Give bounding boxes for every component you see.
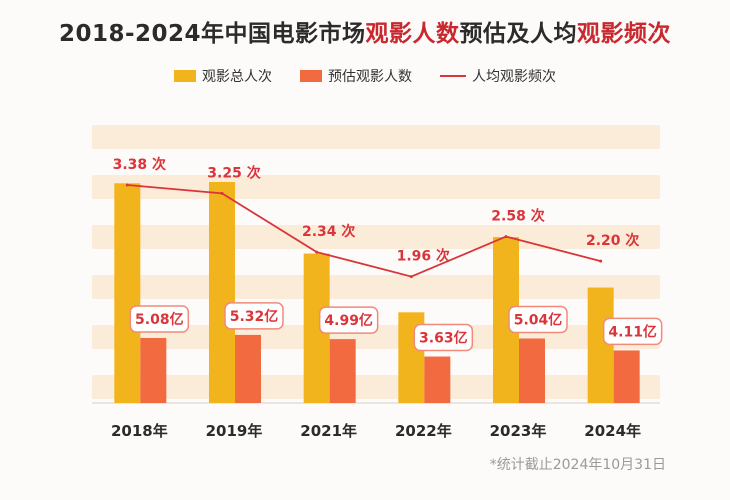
bar-estimated	[519, 338, 545, 403]
x-tick-label: 2023年	[490, 422, 547, 440]
legend-label-estimated: 预估观影人数	[328, 69, 412, 85]
legend-swatch-estimated	[300, 70, 322, 82]
legend-label-frequency: 人均观影频次	[472, 69, 556, 85]
frequency-point	[504, 235, 508, 239]
estimated-label-box	[129, 305, 190, 333]
estimated-value-label: 5.32亿	[230, 308, 279, 325]
x-tick-label: 2022年	[395, 422, 452, 440]
grid-band	[92, 225, 660, 249]
estimated-value-label: 5.08亿	[135, 311, 184, 328]
frequency-value-label: 3.38 次	[113, 156, 166, 173]
grid-band	[92, 375, 660, 399]
title-middle: 预估及人均	[459, 21, 578, 47]
bar-estimated	[329, 339, 356, 403]
frequency-point	[125, 183, 129, 187]
bar-estimated	[140, 337, 167, 403]
bar-estimated	[424, 356, 451, 403]
estimated-value-label: 4.11亿	[608, 323, 657, 340]
estimated-label-box	[318, 306, 379, 334]
bar-total	[114, 183, 141, 403]
bar-estimated	[235, 334, 261, 403]
grid-band	[92, 175, 660, 199]
frequency-value-label: 1.96 次	[397, 248, 450, 265]
legend-swatch-total	[174, 70, 196, 82]
legend-line-frequency	[440, 75, 466, 77]
x-tick-label: 2019年	[206, 422, 263, 440]
frequency-value-label: 3.25 次	[207, 164, 260, 181]
legend-item-estimated: 预估观影人数	[300, 66, 412, 86]
frequency-point	[220, 191, 224, 195]
footnote: *统计截止2024年10月31日	[489, 457, 666, 473]
chart-title: 2018-2024年中国电影市场观影人数预估及人均观影频次	[0, 14, 730, 48]
frequency-point	[315, 250, 319, 254]
estimated-label-box	[508, 305, 568, 334]
estimated-value-label: 4.99亿	[324, 312, 373, 329]
frequency-value-label: 2.34 次	[302, 223, 355, 240]
bar-total	[587, 287, 614, 403]
legend-item-frequency: 人均观影频次	[440, 66, 556, 86]
legend: 观影总人次 预估观影人数 人均观影频次	[0, 66, 730, 86]
estimated-value-label: 3.63亿	[419, 330, 468, 347]
bar-total	[209, 182, 235, 403]
title-highlight-frequency: 观影频次	[577, 21, 672, 47]
estimated-label-box	[224, 302, 284, 330]
legend-label-total: 观影总人次	[202, 69, 272, 85]
frequency-point	[599, 259, 603, 263]
x-tick-label: 2021年	[300, 422, 357, 440]
grid-band	[92, 275, 660, 299]
estimated-value-label: 5.04亿	[514, 311, 563, 328]
frequency-line	[127, 184, 601, 278]
frequency-value-label: 2.58 次	[491, 208, 544, 225]
estimated-label-box	[602, 317, 663, 346]
frequency-point	[409, 275, 413, 279]
estimated-label-box	[413, 323, 474, 352]
legend-item-total: 观影总人次	[174, 66, 272, 86]
title-prefix: 2018-2024年中国电影市场	[58, 21, 366, 47]
frequency-value-label: 2.20 次	[586, 232, 639, 249]
bar-estimated	[613, 350, 640, 403]
x-tick-label: 2024年	[584, 422, 641, 440]
grid-band	[92, 125, 660, 149]
x-tick-label: 2018年	[111, 422, 168, 440]
title-highlight-viewers: 观影人数	[365, 21, 460, 47]
